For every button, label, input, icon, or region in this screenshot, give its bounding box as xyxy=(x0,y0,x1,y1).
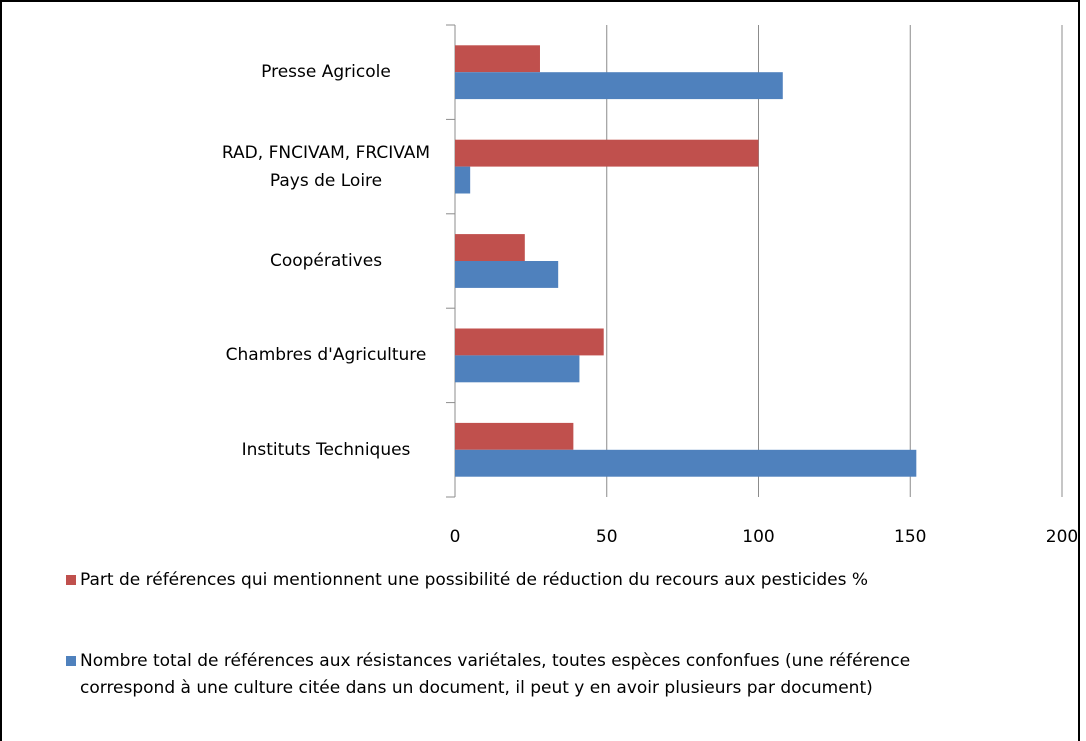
category-label: RAD, FNCIVAM, FRCIVAM Pays de Loire xyxy=(221,142,431,191)
bar xyxy=(455,72,783,100)
bar xyxy=(455,166,471,194)
bar xyxy=(455,328,604,356)
legend-swatch xyxy=(66,656,76,666)
x-tick-label: 150 xyxy=(894,527,926,547)
legend-label: Part de références qui mentionnent une p… xyxy=(80,570,869,590)
bar xyxy=(455,234,525,261)
bar xyxy=(455,449,917,477)
legend-swatch xyxy=(66,575,76,585)
legend-entry: Nombre total de références aux résistanc… xyxy=(66,648,1000,702)
x-tick-label: 100 xyxy=(742,527,774,547)
bar xyxy=(455,261,559,288)
category-label: Instituts Techniques xyxy=(241,439,411,460)
bar xyxy=(455,139,759,167)
bar xyxy=(455,355,580,383)
legend-label: Nombre total de références aux résistanc… xyxy=(80,651,911,698)
category-label: Coopératives xyxy=(269,251,383,271)
bar xyxy=(455,45,540,73)
category-label: Presse Agricole xyxy=(261,62,391,83)
legend-entry: Part de références qui mentionnent une p… xyxy=(66,567,1000,594)
bar xyxy=(455,422,574,450)
x-tick-label: 0 xyxy=(450,527,461,547)
category-label: Chambres d'Agriculture xyxy=(225,345,427,366)
x-tick-label: 200 xyxy=(1046,527,1078,547)
x-tick-label: 50 xyxy=(596,527,618,547)
